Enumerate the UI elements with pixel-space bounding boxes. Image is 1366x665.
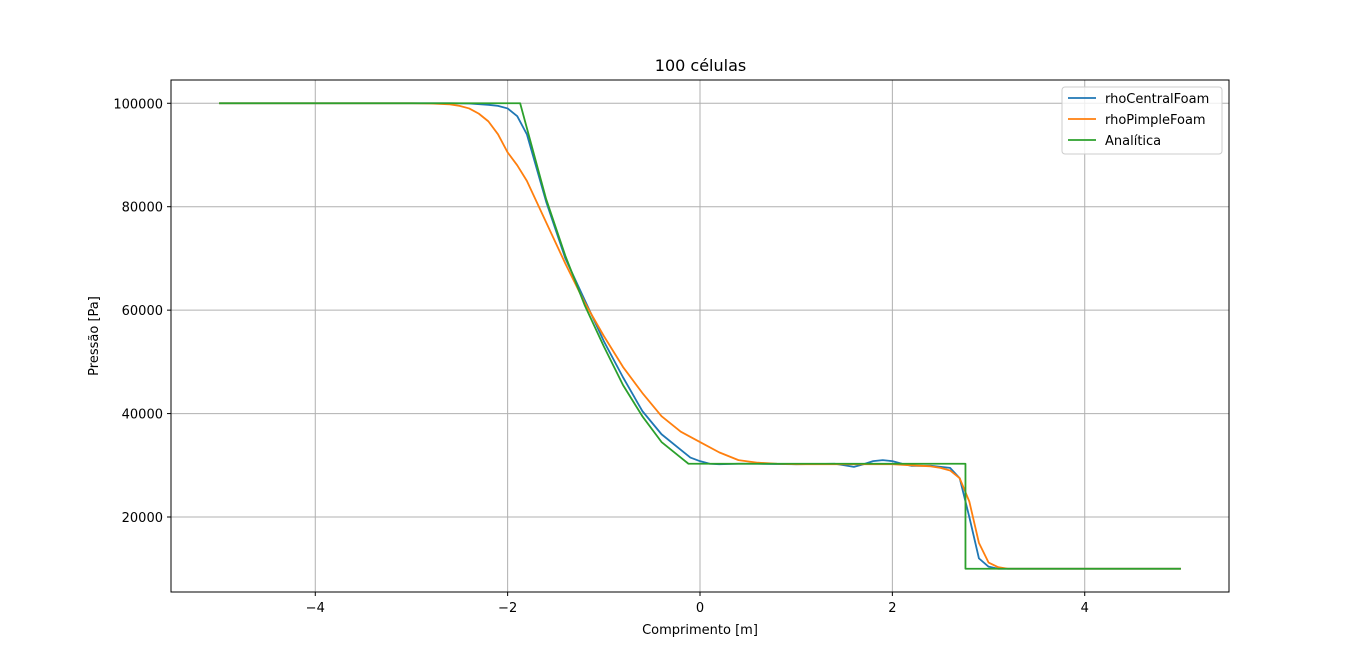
x-tick-label: 0 — [696, 601, 704, 616]
legend: rhoCentralFoam rhoPimpleFoam Analítica — [1061, 86, 1223, 155]
legend-label-rhopimplefoam: rhoPimpleFoam — [1105, 113, 1206, 128]
y-tick-label: 80000 — [122, 201, 163, 216]
y-axis-label: Pressão [Pa] — [87, 296, 102, 376]
x-tick-label: 2 — [888, 601, 896, 616]
legend-label-analitica: Analítica — [1105, 134, 1161, 149]
grid — [171, 80, 1229, 592]
y-tick-label: 100000 — [113, 97, 163, 112]
legend-label-rhocentralfoam: rhoCentralFoam — [1105, 92, 1209, 107]
legend-box — [1061, 86, 1223, 155]
series-line-analitica — [219, 102, 1181, 570]
y-axis: 20000 40000 60000 80000 100000 — [113, 97, 171, 526]
x-tick-label: −4 — [306, 601, 325, 616]
series-layer — [219, 102, 1181, 570]
x-tick-label: 4 — [1081, 601, 1089, 616]
x-axis-label: Comprimento [m] — [642, 623, 758, 638]
chart-title: 100 células — [655, 56, 746, 75]
legend-items: rhoCentralFoam rhoPimpleFoam Analítica — [1068, 92, 1209, 149]
y-tick-label: 60000 — [122, 304, 163, 319]
series-line-rhopimplefoam — [219, 102, 1181, 570]
x-tick-label: −2 — [498, 601, 517, 616]
x-axis: −4 −2 0 2 4 — [306, 592, 1089, 616]
y-tick-label: 40000 — [122, 408, 163, 423]
y-tick-label: 20000 — [122, 511, 163, 526]
